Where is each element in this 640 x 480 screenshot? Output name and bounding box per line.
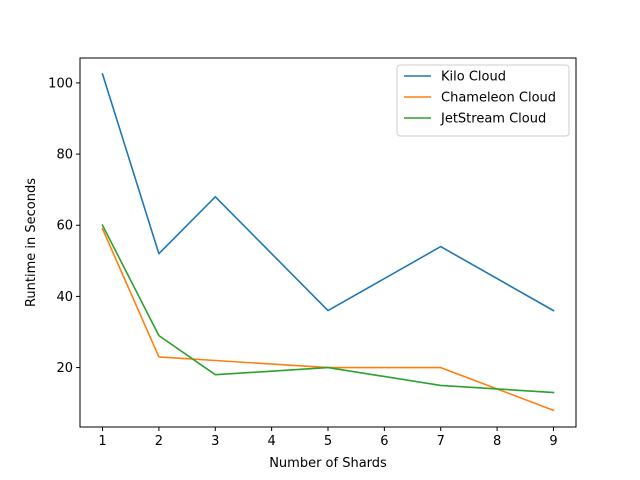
legend-box	[396, 64, 570, 137]
x-axis-ticks: 1 2 3 4 5 6 7 8 9	[98, 427, 558, 449]
x-tick-label: 1	[98, 434, 106, 449]
y-tick-label: 20	[56, 361, 73, 376]
x-tick-label: 6	[380, 434, 388, 449]
x-tick-label: 9	[549, 434, 557, 449]
legend: Kilo Cloud Chameleon Cloud JetStream Cloud	[396, 64, 570, 137]
y-tick-label: 60	[56, 219, 73, 234]
x-tick-label: 5	[324, 434, 332, 449]
x-tick-label: 8	[493, 434, 501, 449]
y-axis-label: Runtime in Seconds	[24, 178, 39, 307]
x-axis-label: Number of Shards	[269, 456, 387, 471]
series-line-kilo-cloud	[101, 72, 555, 312]
legend-label-jetstream-cloud: JetStream Cloud	[440, 112, 546, 127]
x-tick-label: 7	[437, 434, 445, 449]
series-lines	[101, 72, 555, 412]
plot-frame	[79, 57, 577, 428]
legend-label-chameleon-cloud: Chameleon Cloud	[441, 91, 556, 106]
x-tick-label: 4	[267, 434, 275, 449]
x-tick-label: 3	[211, 434, 219, 449]
y-tick-label: 100	[48, 76, 73, 91]
legend-label-kilo-cloud: Kilo Cloud	[441, 70, 506, 85]
y-axis-ticks: 20 40 60 80 100	[48, 76, 80, 376]
y-tick-label: 80	[56, 148, 73, 163]
y-tick-label: 40	[56, 290, 73, 305]
series-line-jetstream-cloud	[101, 224, 555, 394]
x-tick-label: 2	[155, 434, 163, 449]
series-line-chameleon-cloud	[101, 227, 555, 412]
